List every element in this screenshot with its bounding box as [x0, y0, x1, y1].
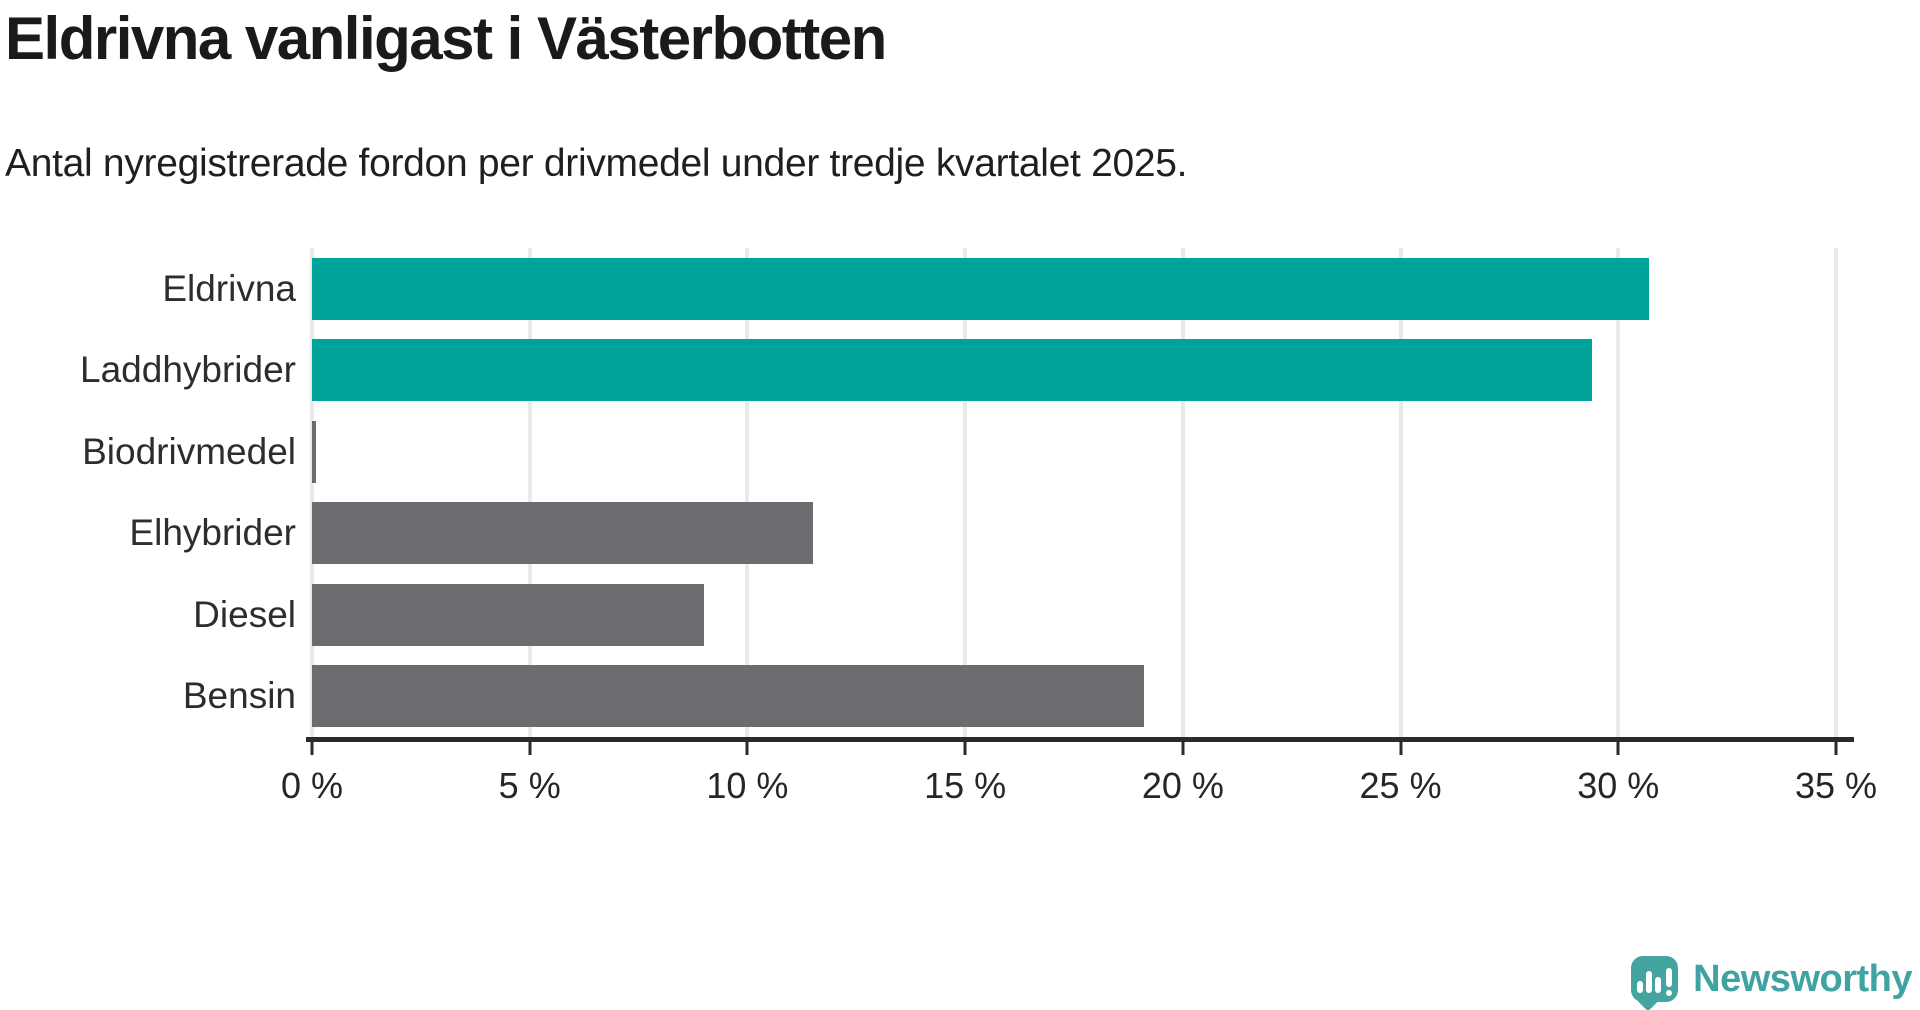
plot-area — [310, 248, 1838, 737]
x-axis-tick — [745, 742, 749, 755]
gridline — [1834, 248, 1838, 737]
x-axis-tick — [310, 742, 314, 755]
y-axis-label: Laddhybrider — [80, 349, 296, 391]
x-axis-tick — [1834, 742, 1838, 755]
gridline — [1616, 248, 1621, 737]
x-axis-tick-label: 10 % — [706, 765, 789, 806]
gridline — [310, 248, 314, 737]
bar-diesel — [312, 583, 704, 646]
x-axis-tick-label: 15 % — [924, 765, 1007, 806]
bar-elhybrider — [312, 502, 813, 565]
newsworthy-logo: Newsworthy — [1631, 956, 1912, 1002]
x-axis-tick-label: 35 % — [1794, 765, 1878, 806]
bar-eldrivna — [312, 257, 1649, 320]
chart-subtitle: Antal nyregistrerade fordon per drivmede… — [5, 142, 1188, 185]
gridline — [963, 248, 968, 737]
logo-bar-icon — [1646, 971, 1653, 993]
x-axis-tick-label: 0 % — [280, 765, 344, 806]
x-axis-tick — [528, 742, 532, 755]
x-axis-tick-label: 30 % — [1577, 765, 1660, 806]
x-axis-tick-label: 5 % — [498, 765, 561, 806]
y-axis-labels: Eldrivna Laddhybrider Biodrivmedel Elhybrid… — [0, 248, 296, 737]
gridline — [1398, 248, 1403, 737]
logo-bar-icon — [1655, 977, 1662, 993]
newsworthy-logo-text: Newsworthy — [1693, 957, 1912, 1000]
y-axis-label: Eldrivna — [162, 267, 296, 309]
x-axis-line — [306, 737, 1854, 742]
bar-biodrivmedel — [312, 420, 317, 483]
logo-bar-icon — [1637, 981, 1644, 993]
x-axis-tick — [963, 742, 967, 755]
gridline — [527, 248, 532, 737]
gridline — [1180, 248, 1185, 737]
x-axis: 0 % 5 % 10 % 15 % 20 % 25 % 30 % 35 % — [281, 737, 1877, 827]
exclamation-icon — [1666, 968, 1673, 996]
x-axis-tick-label: 20 % — [1141, 765, 1224, 806]
x-axis-tick — [1399, 742, 1403, 755]
y-axis-label: Bensin — [182, 675, 296, 717]
chart-title: Eldrivna vanligast i Västerbotten — [5, 5, 887, 72]
gridline — [745, 248, 750, 737]
x-axis-tick — [1616, 742, 1620, 755]
bar-chart-icon — [1631, 956, 1678, 1002]
y-axis-label: Diesel — [193, 593, 296, 635]
y-axis-label: Biodrivmedel — [82, 430, 296, 472]
x-axis-tick — [1181, 742, 1185, 755]
bar-laddhybrider — [312, 339, 1593, 402]
newsworthy-logo-icon — [1631, 956, 1679, 1002]
x-axis-tick-label: 25 % — [1359, 765, 1442, 806]
bar-bensin — [312, 665, 1144, 728]
y-axis-label: Elhybrider — [129, 512, 296, 554]
